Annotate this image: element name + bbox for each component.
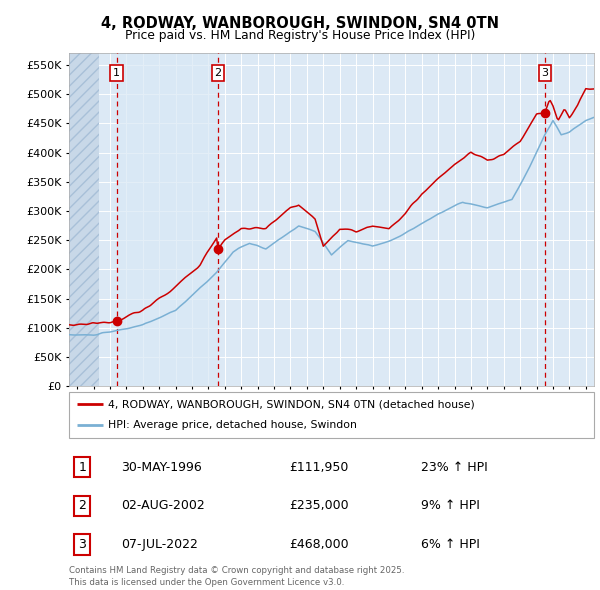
Text: £111,950: £111,950 xyxy=(290,461,349,474)
Text: HPI: Average price, detached house, Swindon: HPI: Average price, detached house, Swin… xyxy=(109,420,357,430)
Text: £468,000: £468,000 xyxy=(290,538,349,551)
Text: 4, RODWAY, WANBOROUGH, SWINDON, SN4 0TN: 4, RODWAY, WANBOROUGH, SWINDON, SN4 0TN xyxy=(101,16,499,31)
Bar xyxy=(117,53,218,386)
Text: 02-AUG-2002: 02-AUG-2002 xyxy=(121,499,205,513)
Text: 23% ↑ HPI: 23% ↑ HPI xyxy=(421,461,487,474)
Text: 2: 2 xyxy=(78,499,86,513)
Text: 1: 1 xyxy=(78,461,86,474)
Text: Price paid vs. HM Land Registry's House Price Index (HPI): Price paid vs. HM Land Registry's House … xyxy=(125,29,475,42)
Text: 3: 3 xyxy=(78,538,86,551)
Text: 6% ↑ HPI: 6% ↑ HPI xyxy=(421,538,479,551)
Text: 30-MAY-1996: 30-MAY-1996 xyxy=(121,461,202,474)
Text: 9% ↑ HPI: 9% ↑ HPI xyxy=(421,499,479,513)
Text: £235,000: £235,000 xyxy=(290,499,349,513)
Text: 3: 3 xyxy=(541,68,548,78)
Text: 4, RODWAY, WANBOROUGH, SWINDON, SN4 0TN (detached house): 4, RODWAY, WANBOROUGH, SWINDON, SN4 0TN … xyxy=(109,399,475,409)
Text: Contains HM Land Registry data © Crown copyright and database right 2025.
This d: Contains HM Land Registry data © Crown c… xyxy=(69,566,404,587)
Text: 1: 1 xyxy=(113,68,120,78)
Bar xyxy=(69,53,98,386)
Text: 07-JUL-2022: 07-JUL-2022 xyxy=(121,538,199,551)
Text: 2: 2 xyxy=(214,68,221,78)
FancyBboxPatch shape xyxy=(69,392,594,438)
